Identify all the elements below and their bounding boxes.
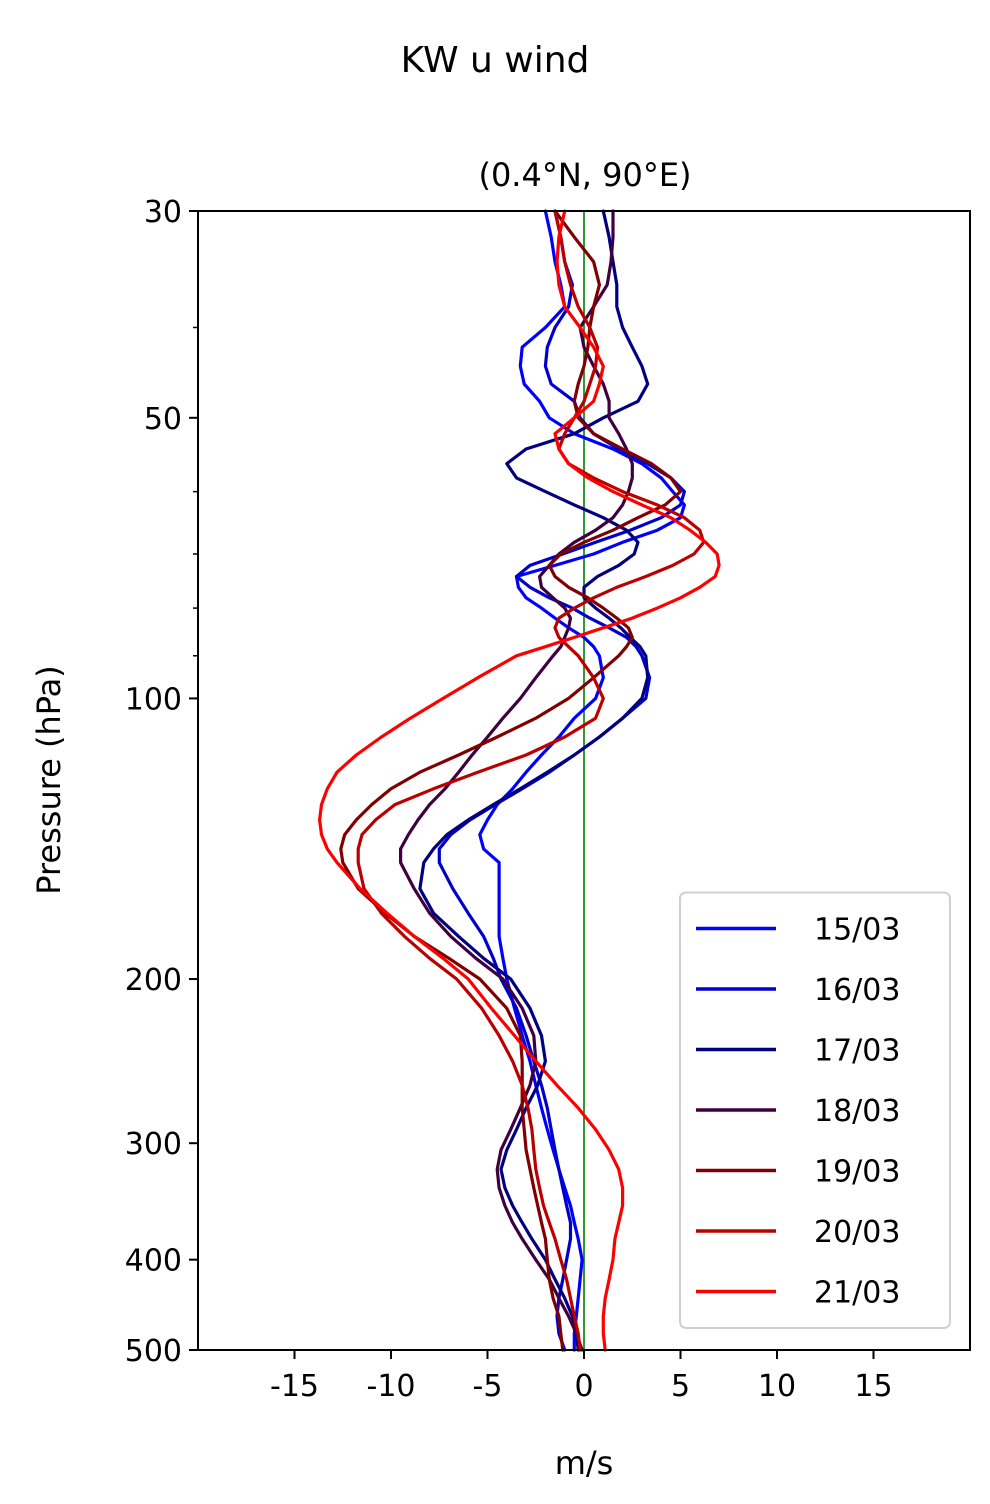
- legend-label: 18/03: [814, 1094, 900, 1129]
- x-tick-label: -15: [270, 1369, 319, 1404]
- y-tick-label: 300: [125, 1127, 182, 1162]
- legend-frame: [679, 891, 951, 1329]
- x-axis-label: m/s: [555, 1444, 614, 1482]
- y-tick-label: 400: [125, 1244, 182, 1279]
- y-tick-label: 500: [125, 1334, 182, 1369]
- axes-title: (0.4°N, 90°E): [478, 156, 691, 194]
- x-tick-label: -10: [367, 1369, 416, 1404]
- series-line-3: [418, 209, 650, 1352]
- y-tick-label: 100: [125, 682, 182, 717]
- ticks-layer: -15 -10 -5 0 5 10 15 30 50 100 200 300 400 500: [125, 195, 893, 1404]
- series-line-5: [339, 209, 683, 1352]
- x-tick-label: 15: [854, 1369, 892, 1404]
- series-line-6: [356, 209, 706, 1352]
- x-tick-label: -5: [473, 1369, 503, 1404]
- legend-label: 20/03: [814, 1215, 900, 1250]
- x-tick-label: 5: [671, 1369, 690, 1404]
- y-tick-label: 50: [144, 402, 182, 437]
- series-line-4: [399, 209, 634, 1352]
- plot-frame: [197, 210, 971, 1351]
- series-line-7: [318, 209, 721, 1352]
- y-tick-label: 200: [125, 963, 182, 998]
- figure-suptitle: KW u wind: [401, 40, 590, 81]
- legend-label: 19/03: [814, 1155, 900, 1190]
- series-layer: [318, 209, 721, 1352]
- y-axis-label: Pressure (hPa): [30, 665, 68, 895]
- y-tick-label: 30: [144, 195, 182, 230]
- legend: 15/03 16/03 17/03 18/03 19/03 20/03 21/03: [679, 891, 951, 1329]
- legend-label: 21/03: [814, 1276, 900, 1311]
- x-tick-label: 10: [758, 1369, 796, 1404]
- legend-label: 17/03: [814, 1034, 900, 1069]
- x-tick-label: 0: [574, 1369, 593, 1404]
- legend-label: 16/03: [814, 973, 900, 1008]
- legend-label: 15/03: [814, 913, 900, 948]
